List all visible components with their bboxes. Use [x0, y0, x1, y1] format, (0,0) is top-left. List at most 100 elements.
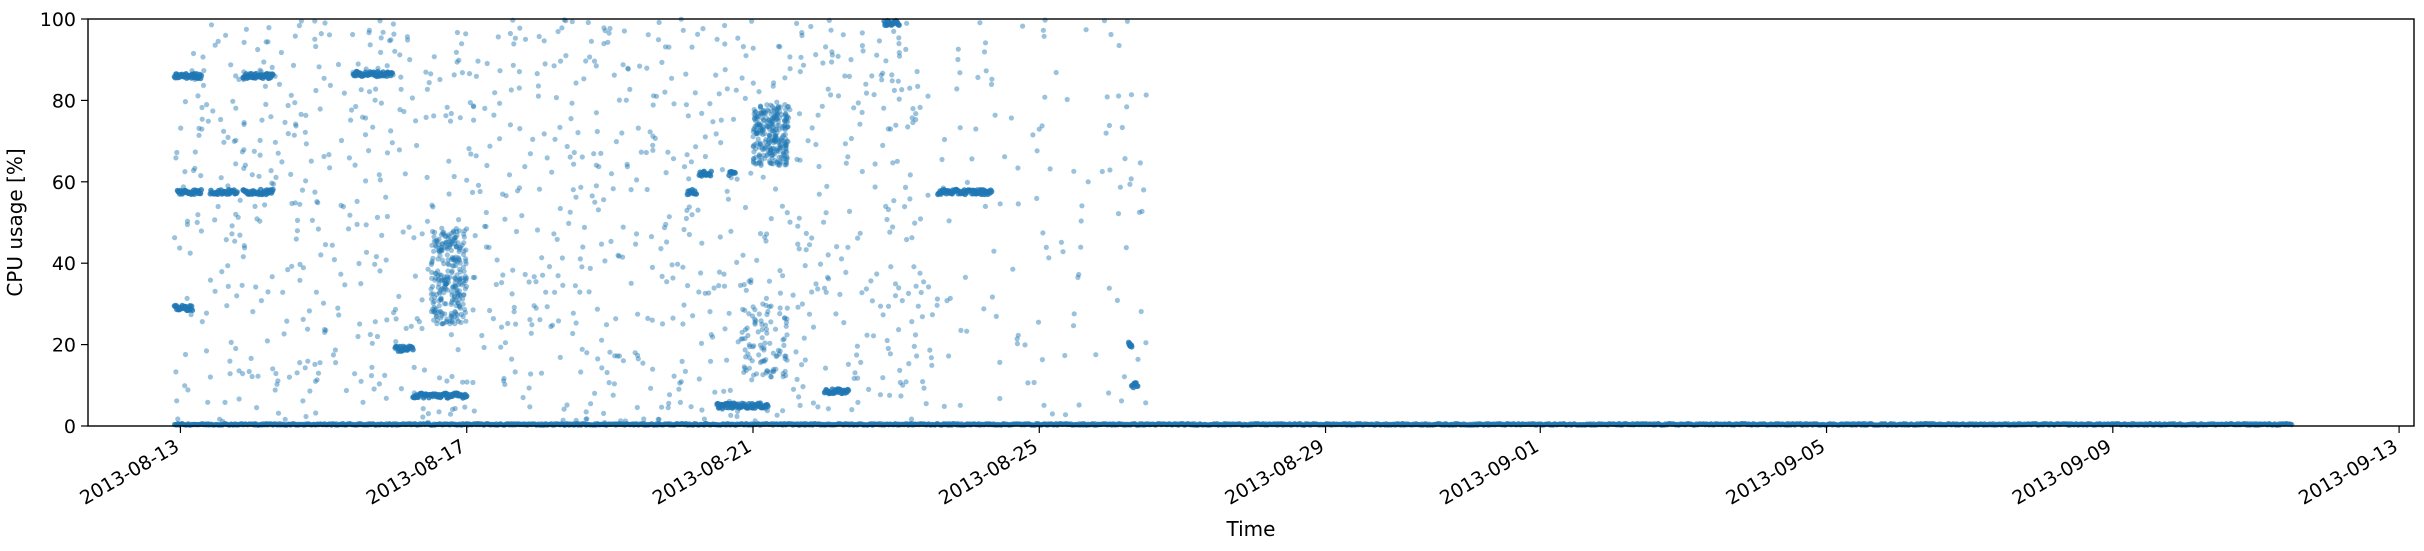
data-point	[724, 86, 730, 92]
data-point	[470, 274, 476, 281]
data-point	[413, 118, 419, 124]
data-point	[248, 355, 254, 361]
data-point	[761, 347, 767, 353]
data-point	[475, 182, 482, 188]
data-point	[452, 294, 458, 300]
data-point	[315, 370, 322, 376]
data-point	[686, 231, 693, 238]
data-point	[433, 306, 439, 312]
data-point	[750, 156, 757, 162]
data-point	[1049, 411, 1055, 417]
data-point	[173, 155, 179, 161]
data-point	[1134, 383, 1141, 389]
data-point	[989, 294, 996, 300]
data-point	[820, 60, 826, 66]
data-point	[871, 92, 877, 98]
data-point	[298, 111, 304, 117]
data-point	[775, 111, 781, 117]
data-point	[912, 332, 919, 338]
data-point	[750, 143, 757, 149]
data-point	[907, 85, 913, 91]
data-point	[577, 289, 583, 295]
x-tick-label: 2013-08-25	[935, 435, 1042, 509]
data-point	[499, 280, 505, 286]
data-point	[624, 161, 630, 167]
data-point	[780, 155, 786, 162]
data-point	[670, 275, 676, 281]
data-point	[903, 46, 909, 53]
data-point	[431, 234, 437, 240]
data-point	[680, 264, 686, 270]
data-point	[498, 344, 504, 350]
data-point	[1138, 308, 1144, 315]
data-point	[429, 283, 436, 290]
data-point	[848, 135, 855, 142]
data-point	[757, 122, 763, 128]
data-point	[763, 115, 770, 121]
data-point	[769, 121, 775, 127]
data-point	[436, 303, 442, 309]
data-point	[885, 126, 891, 132]
data-point	[569, 100, 575, 106]
data-point	[224, 303, 230, 309]
data-point	[783, 146, 789, 152]
data-point	[821, 219, 827, 225]
data-point	[768, 146, 774, 152]
data-point	[913, 283, 919, 289]
data-point	[779, 125, 786, 131]
data-point	[766, 137, 772, 143]
data-point	[425, 266, 431, 272]
data-point	[790, 386, 797, 392]
data-point	[175, 416, 181, 422]
data-point	[288, 171, 294, 177]
data-point	[235, 214, 241, 220]
data-point	[774, 147, 780, 153]
data-point	[643, 149, 649, 156]
data-point	[751, 115, 758, 121]
data-point	[1104, 94, 1110, 100]
data-point	[872, 184, 878, 190]
data-point	[751, 126, 757, 132]
data-point	[451, 255, 457, 261]
data-point	[420, 406, 426, 412]
data-point	[184, 295, 190, 301]
data-point	[455, 300, 461, 306]
data-point	[782, 118, 788, 124]
data-point	[880, 375, 886, 381]
data-point	[783, 159, 789, 165]
data-point	[1015, 201, 1021, 207]
data-point	[469, 189, 476, 195]
data-point	[780, 273, 786, 279]
data-point	[438, 247, 444, 253]
data-point	[450, 236, 456, 243]
data-point	[957, 402, 963, 408]
data-point	[763, 137, 769, 143]
data-point	[771, 115, 777, 121]
data-point	[914, 353, 920, 359]
data-point	[195, 93, 201, 99]
data-point	[735, 35, 741, 41]
data-point	[309, 217, 315, 223]
data-point	[742, 347, 748, 353]
data-point	[205, 399, 211, 405]
data-point	[779, 112, 785, 118]
data-point	[897, 367, 903, 373]
data-point	[828, 92, 834, 98]
data-point	[783, 116, 790, 122]
data-point	[746, 365, 753, 371]
data-point	[710, 119, 716, 125]
data-point	[982, 40, 989, 46]
data-point	[439, 241, 446, 247]
data-point	[774, 112, 780, 118]
data-point	[707, 309, 713, 315]
data-point	[739, 336, 746, 342]
data-point	[392, 48, 398, 54]
data-point	[748, 277, 754, 283]
data-point	[455, 292, 461, 298]
data-point	[769, 152, 776, 158]
data-point	[716, 283, 722, 289]
data-point	[237, 232, 243, 238]
data-point	[531, 303, 537, 309]
data-point	[955, 46, 961, 52]
data-point	[410, 346, 416, 353]
